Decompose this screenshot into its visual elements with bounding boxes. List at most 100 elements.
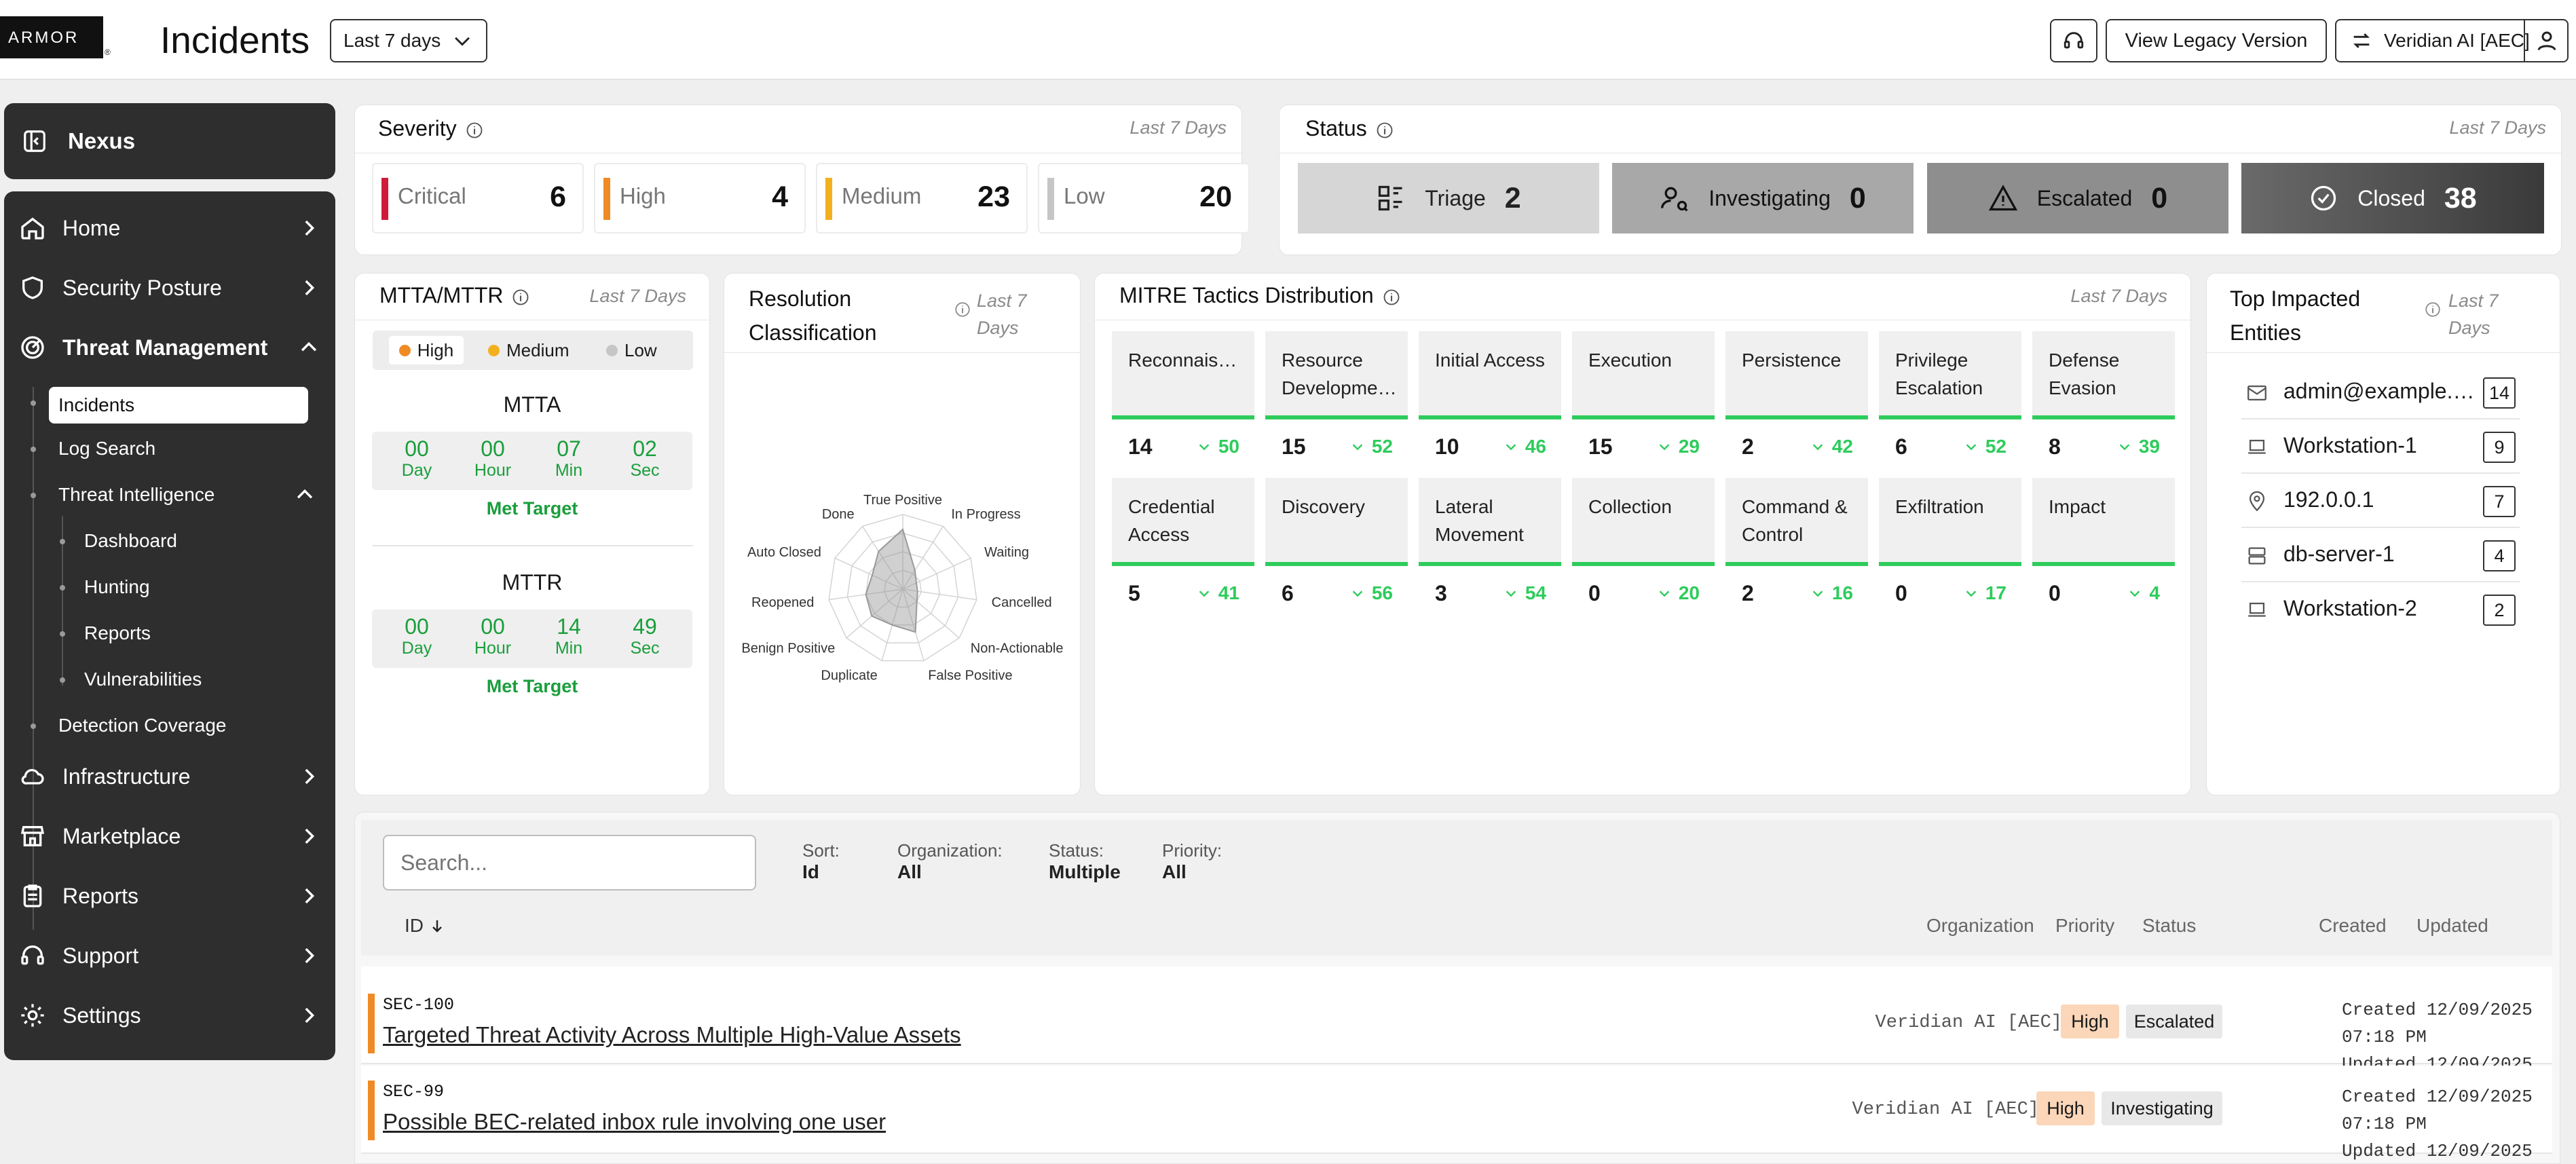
severity-label: Medium: [842, 183, 922, 208]
info-icon[interactable]: [1375, 121, 1394, 140]
entities-title-line2: Entities: [2230, 320, 2301, 345]
table-row[interactable]: SEC-100 Targeted Threat Activity Across …: [361, 966, 2552, 1102]
nexus-button[interactable]: Nexus: [4, 103, 335, 179]
radar-series-area: [865, 528, 918, 633]
sidebar-item-incidents[interactable]: Incidents: [49, 387, 308, 424]
info-icon[interactable]: [954, 301, 971, 318]
tactic-count: 6: [1282, 581, 1294, 605]
filter-value: All: [1162, 861, 1187, 882]
chevron-down-icon: [1657, 586, 1672, 601]
severity-low[interactable]: Low 20: [1038, 163, 1250, 233]
tactic-delta: 20: [1657, 582, 1700, 604]
sidebar-item-support[interactable]: Support: [4, 926, 335, 985]
tab-high[interactable]: High: [389, 336, 464, 364]
sidebar-item-vulnerabilities[interactable]: Vulnerabilities: [84, 669, 202, 690]
chevron-down-icon: [1197, 586, 1212, 601]
column-updated[interactable]: Updated: [2416, 915, 2488, 936]
gear-icon: [19, 1002, 46, 1029]
severity-high[interactable]: High 4: [594, 163, 806, 233]
sidebar-item-threat-intelligence[interactable]: Threat Intelligence: [58, 476, 316, 513]
mitre-tactic-tile[interactable]: Reconnais… 14 50: [1112, 331, 1254, 471]
headset-icon: [2062, 29, 2085, 52]
mitre-tactic-tile[interactable]: Defense Evasion 8 39: [2032, 331, 2175, 471]
entity-row[interactable]: Workstation-2 2: [2241, 582, 2520, 637]
status-investigating[interactable]: Investigating 0: [1612, 163, 1914, 233]
tab-medium[interactable]: Medium: [488, 336, 583, 364]
table-row[interactable]: SEC-99 Possible BEC-related inbox rule i…: [361, 1066, 2552, 1161]
severity-critical[interactable]: Critical 6: [372, 163, 584, 233]
severity-title-text: Severity: [378, 116, 457, 140]
mitre-tactic-tile[interactable]: Exfiltration 0 17: [1879, 478, 2021, 618]
mitre-tactic-tile[interactable]: Credential Access 5 41: [1112, 478, 1254, 618]
severity-medium[interactable]: Medium 23: [816, 163, 1028, 233]
armor-logo[interactable]: ARMOR ®: [0, 16, 111, 60]
column-id-sort[interactable]: ID: [405, 915, 445, 937]
sidebar-item-log-search[interactable]: Log Search: [58, 438, 156, 459]
column-priority[interactable]: Priority: [2055, 915, 2115, 936]
status-triage[interactable]: Triage 2: [1298, 163, 1599, 233]
organization-filter[interactable]: Organization: All: [897, 840, 1003, 883]
sort-filter[interactable]: Sort: Id: [802, 840, 840, 883]
priority-filter[interactable]: Priority: All: [1162, 840, 1222, 883]
entity-row[interactable]: 192.0.0.1 7: [2241, 474, 2520, 528]
tactic-delta-value: 52: [1371, 436, 1393, 457]
entity-row[interactable]: admin@example.com 14: [2241, 365, 2520, 419]
unit-day: Day: [401, 461, 432, 480]
entity-count: 7: [2483, 486, 2516, 517]
info-icon[interactable]: [2424, 301, 2442, 318]
chevron-right-icon: [297, 276, 320, 299]
status-escalated[interactable]: Escalated 0: [1927, 163, 2228, 233]
radar-category-label: Non-Actionable: [971, 641, 1064, 656]
sidebar-item-settings[interactable]: Settings: [4, 985, 335, 1045]
view-legacy-button[interactable]: View Legacy Version: [2106, 19, 2327, 62]
mitre-tactic-tile[interactable]: Collection 0 20: [1572, 478, 1715, 618]
status-filter[interactable]: Status: Multiple: [1049, 840, 1121, 883]
sidebar-item-ti-reports[interactable]: Reports: [84, 622, 151, 643]
store-icon: [19, 823, 46, 850]
support-headset-button[interactable]: [2050, 19, 2097, 62]
sidebar-item-home[interactable]: Home: [4, 198, 335, 258]
incident-title-link[interactable]: Possible BEC-related inbox rule involvin…: [383, 1109, 886, 1134]
sidebar-item-infrastructure[interactable]: Infrastructure: [4, 747, 335, 806]
chevron-down-icon: [1657, 439, 1672, 454]
column-status[interactable]: Status: [2142, 915, 2197, 936]
info-icon[interactable]: [465, 121, 484, 140]
tactic-delta: 50: [1197, 436, 1239, 457]
mitre-tactic-tile[interactable]: Privilege Escalation 6 52: [1879, 331, 2021, 471]
sidebar-item-threat-management[interactable]: Threat Management: [4, 318, 335, 377]
tactic-delta: 56: [1350, 582, 1393, 604]
cloud-icon: [19, 763, 46, 790]
user-icon[interactable]: [2535, 29, 2559, 53]
info-icon[interactable]: [511, 288, 530, 307]
column-organization[interactable]: Organization: [1926, 915, 2034, 936]
mitre-tactic-tile[interactable]: Execution 15 29: [1572, 331, 1715, 471]
resolution-range: Last 7 Days: [977, 287, 1027, 341]
severity-count: 4: [772, 181, 788, 213]
incident-title-link[interactable]: Targeted Threat Activity Across Multiple…: [383, 1022, 961, 1047]
sidebar-item-reports[interactable]: Reports: [4, 866, 335, 926]
mitre-tactic-tile[interactable]: Command & Control 2 16: [1725, 478, 1868, 618]
sidebar-item-security-posture[interactable]: Security Posture: [4, 258, 335, 318]
severity-count: 23: [977, 181, 1010, 213]
mitre-tactic-tile[interactable]: Discovery 6 56: [1265, 478, 1408, 618]
entity-row[interactable]: Workstation-1 9: [2241, 419, 2520, 474]
column-created[interactable]: Created: [2319, 915, 2387, 936]
search-input[interactable]: [383, 835, 756, 890]
sidebar-item-dashboard[interactable]: Dashboard: [84, 530, 177, 551]
sidebar-item-marketplace[interactable]: Marketplace: [4, 806, 335, 866]
entity-row[interactable]: db-server-1 4: [2241, 528, 2520, 582]
info-icon[interactable]: [1382, 288, 1401, 307]
sidebar-item-hunting[interactable]: Hunting: [84, 576, 150, 597]
tab-low[interactable]: Low: [606, 336, 681, 364]
mitre-tactic-tile[interactable]: Lateral Movement 3 54: [1419, 478, 1561, 618]
mitre-tactic-tile[interactable]: Initial Access 10 46: [1419, 331, 1561, 471]
sidebar-item-detection-coverage[interactable]: Detection Coverage: [58, 715, 227, 736]
date-range-select[interactable]: Last 7 days: [330, 19, 487, 62]
mitre-tactic-tile[interactable]: Persistence 2 42: [1725, 331, 1868, 471]
status-closed[interactable]: Closed 38: [2241, 163, 2544, 233]
arrow-down-icon: [429, 918, 445, 934]
org-switcher[interactable]: Veridian AI [AEC]: [2335, 19, 2569, 62]
mitre-tactic-tile[interactable]: Resource Developme… 15 52: [1265, 331, 1408, 471]
mitre-tactic-tile[interactable]: Impact 0 4: [2032, 478, 2175, 618]
radar-axis: [846, 588, 903, 639]
